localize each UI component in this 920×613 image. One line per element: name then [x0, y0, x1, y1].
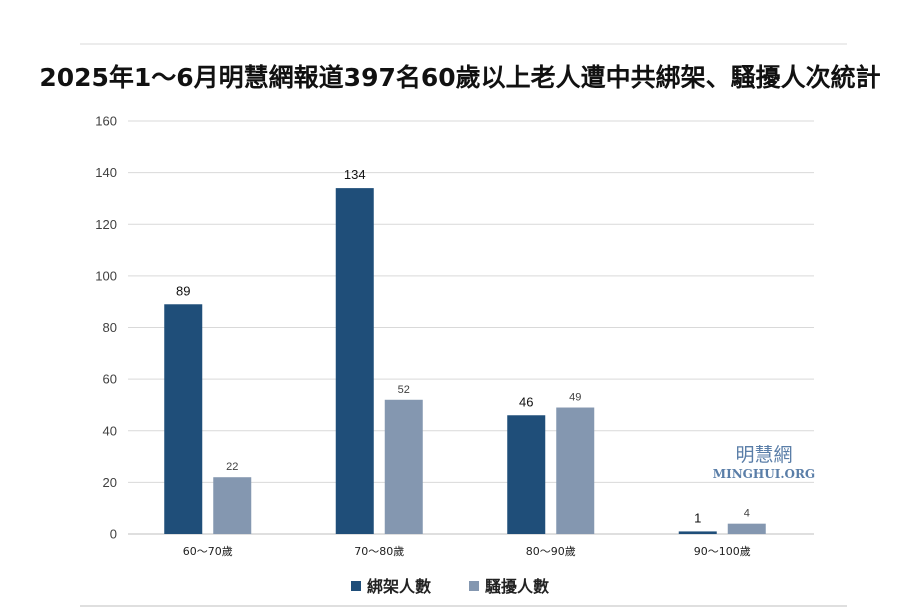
minghui-watermark: 明慧網 MINGHUI.ORG: [713, 444, 815, 481]
data-label: 4: [744, 508, 750, 520]
y-tick-label: 60: [103, 372, 117, 387]
x-tick-label: 60～70歲: [183, 544, 233, 558]
y-tick-label: 40: [103, 423, 117, 438]
data-label: 46: [519, 394, 533, 409]
bar-abduction: [507, 415, 546, 534]
y-tick-label: 140: [95, 165, 117, 180]
watermark-english: MINGHUI.ORG: [713, 467, 815, 481]
x-axis-ticks: 60～70歲 70～80歲 80～90歲 90～100歲: [183, 544, 751, 558]
bar-abduction: [164, 304, 203, 534]
y-tick-label: 100: [95, 268, 117, 283]
legend-swatch: [469, 581, 479, 591]
legend: 綁架人數 騷擾人數: [351, 577, 549, 596]
watermark-chinese: 明慧網: [735, 444, 792, 466]
data-label: 134: [344, 167, 366, 182]
bar-harassment: [384, 399, 423, 534]
data-label: 22: [226, 461, 238, 473]
x-tick-label: 80～90歲: [526, 544, 576, 558]
x-tick-label: 90～100歲: [694, 544, 751, 558]
bar-harassment: [213, 477, 252, 534]
bar-abduction: [678, 531, 717, 534]
data-labels: 89 22 134 52 46 49 1 4: [176, 167, 750, 525]
chart-title: 2025年1～6月明慧網報道397名60歲以上老人遭中共綁架、騷擾人次統計: [39, 63, 880, 92]
y-tick-label: 20: [103, 475, 117, 490]
legend-label: 騷擾人數: [485, 577, 549, 596]
y-tick-label: 160: [95, 114, 117, 129]
x-tick-label: 70～80歲: [354, 544, 404, 558]
data-label: 49: [569, 392, 581, 404]
data-label: 89: [176, 283, 190, 298]
data-label: 52: [398, 384, 410, 396]
bar-abduction: [335, 188, 374, 535]
y-axis-ticks: 0 20 40 60 80 100 120 140 160: [95, 114, 117, 542]
y-tick-label: 120: [95, 217, 117, 232]
legend-label: 綁架人數: [367, 577, 431, 596]
legend-swatch: [351, 581, 361, 591]
y-tick-label: 0: [110, 527, 117, 542]
bar-harassment: [727, 523, 766, 534]
bar-harassment: [556, 407, 595, 534]
data-label: 1: [694, 510, 701, 525]
bars: [164, 188, 766, 535]
y-tick-label: 80: [103, 320, 117, 335]
